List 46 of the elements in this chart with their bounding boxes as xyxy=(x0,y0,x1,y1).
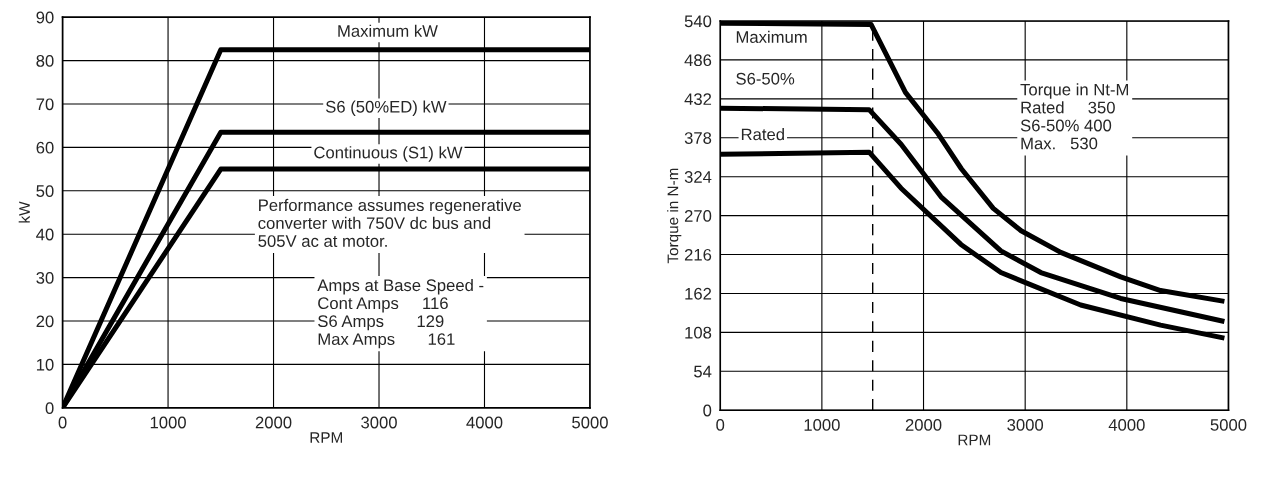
y-tick-label: 80 xyxy=(36,54,54,67)
y-axis-title: Torque in N-m xyxy=(667,168,682,264)
y-tick-label: 0 xyxy=(45,402,54,415)
y-tick-label: 60 xyxy=(36,141,54,154)
y-tick-label: 270 xyxy=(684,210,712,222)
x-axis-title: RPM xyxy=(310,432,342,443)
x-tick-label: 1000 xyxy=(804,418,840,431)
y-tick-label: 324 xyxy=(684,171,712,183)
x-tick-label: 4000 xyxy=(1108,418,1145,431)
y-tick-label: 30 xyxy=(36,272,54,284)
y-axis-title: kW xyxy=(18,201,30,223)
y-tick-label: 378 xyxy=(684,132,712,144)
x-tick-label: 0 xyxy=(58,416,67,429)
series-label: Maximum xyxy=(736,30,807,43)
annotation: Amps at Base Speed - Cont Amps 116 S6 Amps 129 Max Amps 161 xyxy=(317,278,484,349)
series-label: S6 (50%ED) kW xyxy=(325,100,447,116)
y-tick-label: 50 xyxy=(36,185,54,197)
annotation: Performance assumes regenerative converter with 750V dc bus and 505V ac at motor. xyxy=(258,198,521,247)
y-tick-label: 216 xyxy=(684,248,712,261)
y-tick-label: 486 xyxy=(684,54,712,67)
x-tick-label: 3000 xyxy=(361,416,397,429)
y-tick-label: 54 xyxy=(694,365,712,378)
y-tick-label: 162 xyxy=(685,287,712,300)
x-tick-label: 5000 xyxy=(1210,418,1247,431)
y-tick-label: 20 xyxy=(36,315,54,328)
series-label: Continuous (S1) kW xyxy=(314,146,463,162)
x-axis-title: RPM xyxy=(958,434,991,446)
x-tick-label: 3000 xyxy=(1007,418,1044,431)
series-label: Maximum kW xyxy=(338,24,438,37)
y-tick-label: 108 xyxy=(685,326,712,339)
y-tick-label: 432 xyxy=(684,93,712,106)
x-tick-label: 5000 xyxy=(572,416,608,429)
y-tick-label: 90 xyxy=(36,11,54,24)
x-tick-label: 1000 xyxy=(150,416,186,429)
series-label: Rated xyxy=(741,128,784,141)
y-tick-label: 10 xyxy=(36,358,54,371)
y-tick-label: 40 xyxy=(36,228,54,241)
x-tick-label: 0 xyxy=(716,418,725,431)
y-tick-label: 70 xyxy=(36,98,54,111)
y-tick-label: 540 xyxy=(684,15,712,28)
x-tick-label: 2000 xyxy=(255,416,292,429)
annotation: Torque in Nt-M Rated 350 S6-50% 400 Max. 530 xyxy=(1020,83,1129,150)
y-tick-label: 0 xyxy=(703,404,712,417)
x-tick-label: 2000 xyxy=(905,418,942,431)
series-label: S6-50% xyxy=(736,72,795,85)
x-tick-label: 4000 xyxy=(466,416,503,429)
